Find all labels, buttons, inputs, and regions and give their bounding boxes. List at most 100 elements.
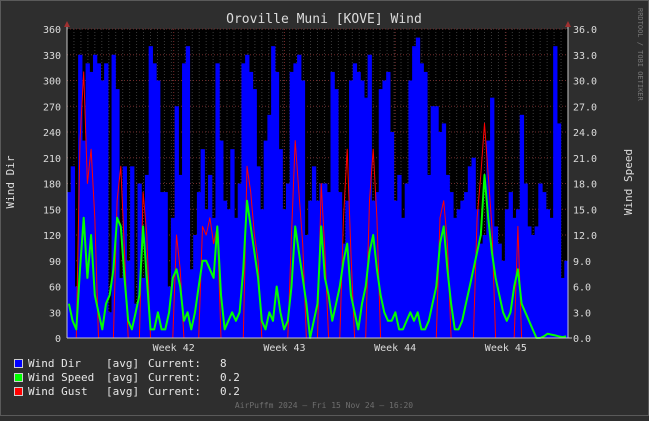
wind-dir-bar: [148, 46, 153, 339]
wind-dir-bar: [208, 174, 213, 338]
wind-dir-bar: [263, 140, 268, 338]
left-tick-label: 150: [43, 205, 61, 216]
x-tick-label: Week 45: [485, 343, 527, 354]
right-axis-label: Wind Speed: [622, 149, 635, 215]
wind-dir-bar: [452, 217, 458, 338]
right-tick-label: 3.0: [573, 308, 591, 319]
wind-dir-bar: [404, 183, 410, 338]
wind-dir-bar: [542, 192, 547, 338]
wind-dir-bar: [248, 71, 254, 339]
wind-dir-bar: [252, 89, 257, 338]
wind-dir-bar: [70, 166, 76, 338]
wind-dir-bar: [285, 183, 291, 338]
wind-dir-bar: [438, 132, 443, 338]
left-tick-label: 270: [43, 102, 61, 113]
legend-current-value: 0.2: [220, 385, 240, 398]
wind-dir-bar: [363, 97, 369, 339]
wind-dir-bar: [508, 192, 513, 338]
wind-dir-bar: [352, 63, 358, 338]
wind-dir-bar: [471, 157, 476, 338]
wind-dir-bar: [67, 192, 72, 338]
legend-cf: [avg]: [106, 371, 140, 384]
left-tick-label: 180: [43, 180, 61, 191]
wind-dir-bar: [356, 71, 361, 339]
wind-dir-bar: [360, 80, 365, 338]
wind-dir-bar: [538, 183, 543, 338]
right-tick-label: 21.0: [573, 154, 597, 165]
wind-dir-bar: [467, 166, 473, 338]
wind-dir-bar: [293, 63, 298, 338]
wind-dir-bar: [319, 183, 324, 338]
left-tick-label: 60: [49, 283, 61, 294]
wind-dir-bar: [126, 260, 131, 338]
wind-dir-bar: [512, 217, 517, 338]
wind-dir-bar: [174, 106, 179, 338]
wind-dir-bar: [274, 71, 280, 339]
chart-title: Oroville Muni [KOVE] Wind: [226, 12, 422, 27]
legend-current-label: Current:: [148, 357, 201, 370]
wind-dir-bar: [259, 209, 265, 338]
x-tick-label: Week 43: [263, 343, 305, 354]
wind-dir-bar: [200, 149, 205, 338]
legend-cf: [avg]: [106, 357, 140, 370]
right-tick-label: 30.0: [573, 77, 597, 88]
wind-dir-bar: [534, 226, 539, 338]
wind-dir-bar: [482, 235, 487, 338]
wind-dir-bar: [389, 132, 395, 338]
right-tick-label: 6.0: [573, 283, 591, 294]
left-tick-label: 0: [55, 334, 61, 345]
wind-dir-bar: [185, 46, 191, 339]
wind-dir-bar: [419, 63, 424, 338]
wind-dir-bar: [475, 209, 480, 338]
wind-dir-bar: [415, 37, 421, 338]
left-tick-label: 120: [43, 231, 61, 242]
wind-dir-bar: [245, 54, 250, 338]
wind-dir-bar: [434, 106, 439, 338]
wind-dir-bar: [330, 71, 335, 339]
wind-gust-swatch: [14, 387, 23, 396]
footer-text: AirPuffm 2024 – Fri 15 Nov 24 – 16:20: [235, 401, 413, 410]
wind-dir-bar: [564, 260, 569, 338]
wind-dir-bar: [300, 80, 306, 338]
wind-dir-bar: [311, 166, 317, 338]
wind-dir-bar: [118, 277, 124, 338]
wind-dir-bar: [345, 200, 350, 338]
wind-dir-bar: [371, 200, 376, 338]
legend-label: Wind Speed: [28, 371, 95, 384]
wind-dir-bar: [237, 183, 243, 338]
wind-dir-bar: [504, 209, 510, 338]
left-tick-label: 360: [43, 25, 61, 36]
wind-dir-bar: [412, 46, 417, 339]
wind-dir-bar: [215, 63, 220, 338]
wind-dir-bar: [560, 277, 565, 338]
wind-dir-bar: [152, 63, 157, 338]
wind-dir-bar: [271, 46, 276, 339]
wind-dir-bar: [226, 209, 231, 338]
legend-current-label: Current:: [148, 371, 201, 384]
wind-dir-bar: [267, 114, 272, 338]
wind-dir-bar: [107, 312, 113, 338]
wind-dir-bar: [308, 200, 313, 338]
left-tick-label: 210: [43, 154, 61, 165]
right-tick-label: 15.0: [573, 205, 597, 216]
wind-speed-swatch: [14, 373, 23, 382]
wind-dir-bar: [96, 63, 101, 338]
wind-dir-bar: [527, 226, 532, 338]
wind-dir-bar: [104, 63, 109, 338]
wind-dir-bar: [219, 140, 224, 338]
wind-dir-bar: [278, 149, 283, 338]
wind-dir-bar: [449, 192, 454, 338]
legend-label: Wind Dir: [28, 357, 81, 370]
wind-dir-bar: [92, 54, 98, 338]
wind-dir-bar: [456, 209, 461, 338]
wind-dir-bar: [282, 209, 287, 338]
y-axis-arrow-left: [64, 21, 70, 27]
wind-dir-bar: [159, 192, 165, 338]
wind-dir-bar: [230, 149, 235, 338]
wind-dir-bar: [111, 54, 116, 338]
wind-dir-bar: [545, 209, 551, 338]
wind-dir-bar: [133, 303, 139, 338]
wind-dir-bar: [408, 80, 413, 338]
wind-dir-bar: [460, 200, 465, 338]
wind-speed-line: [67, 173, 567, 339]
